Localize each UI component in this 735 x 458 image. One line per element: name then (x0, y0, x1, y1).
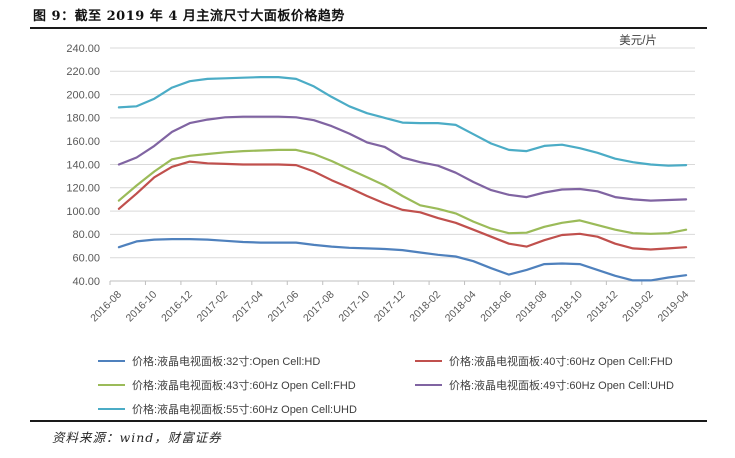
price-trend-chart: 40.00 60.00 80.00 100.00 120.00 140.00 160.00 1… (66, 33, 695, 325)
axis-unit-label: 美元/片 (619, 33, 657, 47)
x-axis-tick-label: 2018-10 (549, 289, 585, 325)
legend-item: 价格:液晶电视面板:55寸:60Hz Open Cell:UHD (98, 397, 415, 421)
legend-label: 价格:液晶电视面板:40寸:60Hz Open Cell:FHD (449, 356, 673, 368)
x-axis-tick-label: 2017-10 (336, 289, 372, 325)
x-axis-tick-label: 2019-04 (655, 289, 691, 325)
data-source: 资料来源：wind，财富证券 (52, 430, 222, 445)
x-axis-tick-label: 2018-08 (514, 289, 550, 325)
series-line (117, 115, 688, 202)
legend-label: 价格:液晶电视面板:55寸:60Hz Open Cell:UHD (132, 404, 357, 416)
y-axis-tick-label: 40.00 (72, 276, 100, 288)
legend-label: 价格:液晶电视面板:43寸:60Hz Open Cell:FHD (132, 380, 356, 392)
y-axis-tick-label: 200.00 (66, 89, 100, 101)
x-axis-tick-label: 2017-06 (265, 289, 301, 325)
legend-label: 价格:液晶电视面板:32寸:Open Cell:HD (132, 356, 321, 368)
legend-marker-line (98, 360, 125, 362)
chart-legend: 价格:液晶电视面板:32寸:Open Cell:HD 价格:液晶电视面板:40寸:… (98, 349, 698, 421)
series-line (117, 148, 688, 235)
y-axis-tick-label: 220.00 (66, 66, 100, 78)
title-divider (30, 27, 707, 29)
legend-marker-line (415, 360, 442, 362)
y-axis-tick-label: 240.00 (66, 43, 100, 55)
x-axis-tick-label: 2019-02 (620, 289, 656, 325)
x-axis-tick-label: 2017-04 (230, 289, 266, 325)
x-axis-tick-label: 2017-08 (301, 289, 337, 325)
legend-marker-line (98, 408, 125, 410)
series-line (117, 160, 688, 251)
x-axis-tick-label: 2016-12 (159, 289, 195, 325)
series-line (117, 238, 688, 282)
x-axis-tick-label: 2018-06 (478, 289, 514, 325)
legend-label: 价格:液晶电视面板:49寸:60Hz Open Cell:UHD (449, 380, 674, 392)
y-axis-tick-label: 160.00 (66, 136, 100, 148)
footer-divider (30, 420, 707, 422)
x-axis-tick-label: 2017-12 (372, 289, 408, 325)
chart-canvas: 40.00 60.00 80.00 100.00 120.00 140.00 160.00 1… (66, 33, 695, 325)
x-axis-tick-label: 2016-08 (88, 289, 124, 325)
y-axis-tick-label: 80.00 (72, 229, 100, 241)
x-axis-tick-label: 2018-02 (407, 289, 443, 325)
figure-title: 图 9：截至 2019 年 4 月主流尺寸大面板价格趋势 (33, 9, 345, 24)
legend-item: 价格:液晶电视面板:32寸:Open Cell:HD (98, 349, 415, 373)
legend-item: 价格:液晶电视面板:43寸:60Hz Open Cell:FHD (98, 373, 415, 397)
series-line (117, 75, 688, 167)
y-axis-tick-label: 180.00 (66, 113, 100, 125)
y-axis-tick-label: 120.00 (66, 183, 100, 195)
y-axis-tick-label: 60.00 (72, 253, 100, 265)
y-axis-tick-label: 100.00 (66, 206, 100, 218)
legend-item: 价格:液晶电视面板:49寸:60Hz Open Cell:UHD (415, 373, 698, 397)
x-axis-tick-label: 2016-10 (124, 289, 160, 325)
legend-marker-line (415, 384, 442, 386)
legend-item: 价格:液晶电视面板:40寸:60Hz Open Cell:FHD (415, 349, 698, 373)
legend-marker-line (98, 384, 125, 386)
y-axis-tick-label: 140.00 (66, 159, 100, 171)
x-axis-tick-label: 2018-04 (443, 289, 479, 325)
x-axis-tick-label: 2017-02 (195, 289, 231, 325)
x-axis-tick-label: 2018-12 (585, 289, 621, 325)
